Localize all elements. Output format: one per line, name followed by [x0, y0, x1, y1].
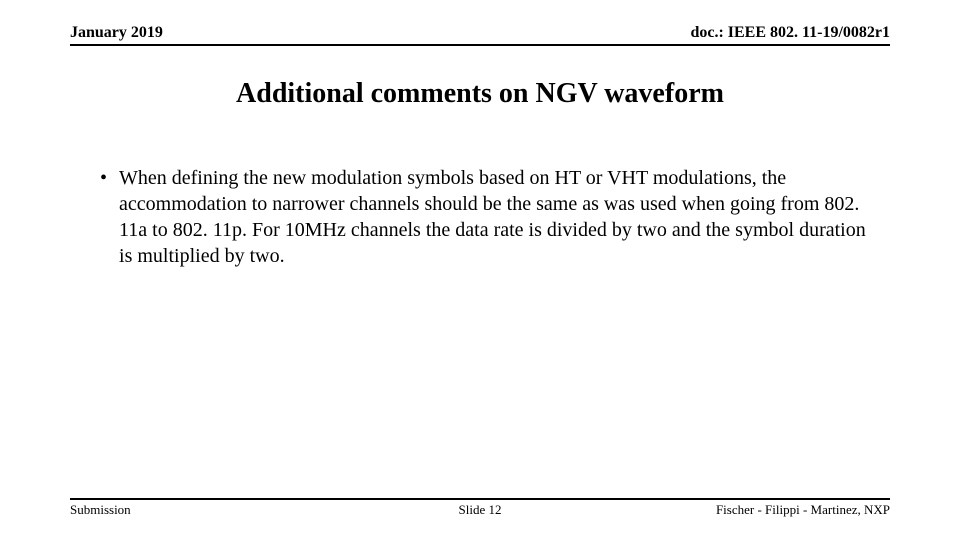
header-date: January 2019 — [70, 24, 163, 42]
bullet-text: When defining the new modulation symbols… — [119, 165, 880, 269]
slide-title: Additional comments on NGV waveform — [0, 78, 960, 110]
slide: January 2019 doc.: IEEE 802. 11-19/0082r… — [0, 0, 960, 540]
footer-slide-number: Slide 12 — [70, 502, 890, 518]
bullet-marker: • — [100, 165, 107, 191]
body: • When defining the new modulation symbo… — [100, 165, 880, 269]
bullet-item: • When defining the new modulation symbo… — [100, 165, 880, 269]
header-docref: doc.: IEEE 802. 11-19/0082r1 — [690, 24, 890, 42]
footer: Slide 12 Submission Fischer - Filippi - … — [70, 498, 890, 518]
header: January 2019 doc.: IEEE 802. 11-19/0082r… — [70, 24, 890, 46]
